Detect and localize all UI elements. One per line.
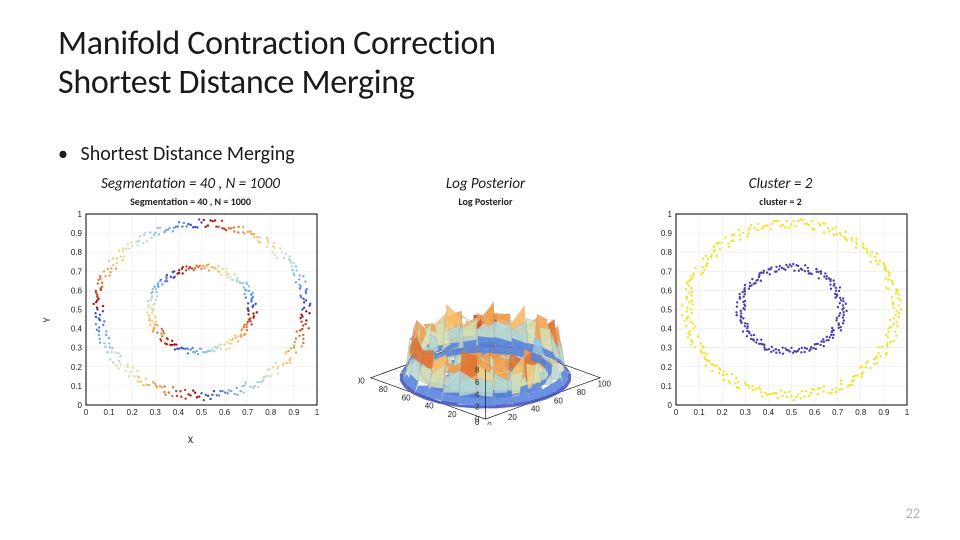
svg-text:0.5: 0.5 — [661, 306, 673, 315]
svg-text:60: 60 — [402, 393, 411, 402]
svg-text:0.8: 0.8 — [265, 408, 277, 417]
svg-text:0.4: 0.4 — [173, 408, 185, 417]
svg-text:0: 0 — [487, 421, 492, 425]
svg-text:80: 80 — [577, 388, 586, 397]
chart-log-posterior: Log Posterior Log Posterior 020406080100… — [358, 175, 613, 430]
svg-text:0.8: 0.8 — [71, 248, 83, 257]
svg-text:0.5: 0.5 — [196, 408, 208, 417]
svg-text:0.6: 0.6 — [219, 408, 231, 417]
chart3-subtitle: cluster = 2 — [759, 195, 801, 208]
chart3-caption: Cluster = 2 — [749, 175, 813, 193]
chart2-subtitle: Log Posterior — [458, 195, 512, 208]
svg-text:0.3: 0.3 — [150, 408, 162, 417]
chart3-plot: 00 0.1 0.1 0.2 0.2 0.3 0.3 0.4 0.4 0.5 0.5 0.6 0.6 0.… — [648, 210, 913, 430]
svg-text:0: 0 — [674, 408, 679, 417]
svg-text:0.1: 0.1 — [661, 382, 673, 391]
chart2-caption: Log Posterior — [446, 175, 525, 193]
svg-text:0.5: 0.5 — [786, 408, 798, 417]
svg-text:6: 6 — [475, 378, 480, 387]
svg-text:1: 1 — [78, 210, 83, 219]
svg-text:0.4: 0.4 — [71, 325, 83, 334]
svg-text:100: 100 — [598, 380, 612, 389]
svg-text:0: 0 — [668, 401, 673, 410]
svg-text:0.9: 0.9 — [661, 229, 673, 238]
chart1-ylabel: Y — [40, 318, 53, 323]
bullet-text: Shortest Distance Merging — [81, 142, 295, 166]
svg-text:0.7: 0.7 — [661, 267, 673, 276]
svg-text:0.2: 0.2 — [71, 363, 83, 372]
chart1-plot: Y X 000.10.10.20.20.30.30.40.40.50.50.60… — [58, 210, 323, 430]
svg-text:0.7: 0.7 — [242, 408, 254, 417]
svg-text:0.3: 0.3 — [71, 344, 83, 353]
svg-text:20: 20 — [508, 413, 517, 422]
svg-text:0.9: 0.9 — [878, 408, 890, 417]
svg-text:0.1: 0.1 — [694, 408, 706, 417]
svg-text:60: 60 — [554, 396, 563, 405]
svg-text:0.9: 0.9 — [71, 229, 83, 238]
svg-text:0.4: 0.4 — [661, 325, 673, 334]
svg-text:0: 0 — [78, 401, 83, 410]
svg-text:20: 20 — [448, 410, 457, 419]
svg-text:0.8: 0.8 — [661, 248, 673, 257]
charts-row: Segmentation = 40 , N = 1000 Segmentatio… — [58, 175, 913, 430]
svg-text:8: 8 — [475, 365, 480, 374]
bullet-item: Shortest Distance Merging — [58, 142, 295, 166]
chart1-subtitle: Segmentation = 40 , N = 1000 — [130, 195, 251, 208]
svg-text:80: 80 — [379, 385, 388, 394]
svg-text:0.1: 0.1 — [104, 408, 116, 417]
svg-text:4: 4 — [475, 390, 480, 399]
svg-text:0.6: 0.6 — [809, 408, 821, 417]
svg-text:0: 0 — [475, 415, 480, 424]
svg-text:0.3: 0.3 — [661, 344, 673, 353]
svg-text:0.2: 0.2 — [661, 363, 673, 372]
chart3-svg: 00 0.1 0.1 0.2 0.2 0.3 0.3 0.4 0.4 0.5 0.5 0.6 0.6 0.… — [648, 210, 913, 425]
page-title: Manifold Contraction Correction Shortest… — [58, 24, 496, 102]
chart-segmentation: Segmentation = 40 , N = 1000 Segmentatio… — [58, 175, 323, 430]
svg-text:0.1: 0.1 — [71, 382, 83, 391]
svg-text:0.4: 0.4 — [763, 408, 775, 417]
svg-text:0.7: 0.7 — [71, 267, 83, 276]
svg-text:100: 100 — [358, 377, 365, 386]
title-line-2: Shortest Distance Merging — [58, 63, 496, 102]
title-line-1: Manifold Contraction Correction — [58, 24, 496, 63]
svg-text:1: 1 — [315, 408, 320, 417]
svg-text:40: 40 — [425, 402, 434, 411]
svg-text:0.7: 0.7 — [832, 408, 844, 417]
chart-cluster: Cluster = 2 cluster = 2 00 0.1 0.1 0.2 0.2 0.… — [648, 175, 913, 430]
chart1-svg: 00 0.1 0.1 0.2 0.2 0.3 0.3 0.4 0.4 0.5 0.5 0.6 0.6 0.… — [58, 210, 323, 425]
chart1-xlabel: X — [188, 433, 193, 446]
svg-text:0.2: 0.2 — [717, 408, 729, 417]
svg-text:0.9: 0.9 — [288, 408, 300, 417]
chart1-caption: Segmentation = 40 , N = 1000 — [101, 175, 280, 193]
svg-text:0.5: 0.5 — [71, 306, 83, 315]
svg-text:0.6: 0.6 — [661, 286, 673, 295]
svg-text:0.6: 0.6 — [71, 286, 83, 295]
svg-text:0: 0 — [84, 408, 89, 417]
chart2-plot: 02040608010002040608010002468 — [358, 210, 613, 430]
svg-text:1: 1 — [668, 210, 673, 219]
chart2-svg: 02040608010002040608010002468 — [358, 210, 613, 425]
svg-text:0.3: 0.3 — [740, 408, 752, 417]
svg-text:0.8: 0.8 — [855, 408, 867, 417]
svg-text:2: 2 — [475, 403, 480, 412]
svg-text:40: 40 — [531, 405, 540, 414]
svg-text:1: 1 — [905, 408, 910, 417]
page-number: 22 — [906, 505, 920, 522]
svg-text:0.2: 0.2 — [127, 408, 139, 417]
